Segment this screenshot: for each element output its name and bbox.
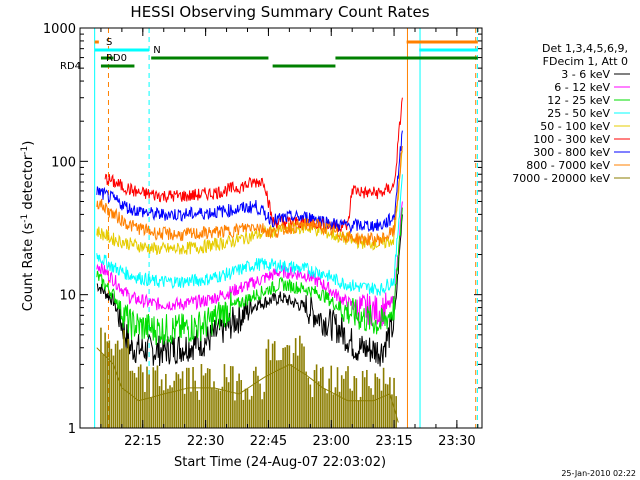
series-line-0 (96, 214, 403, 367)
legend-header-0: Det 1,3,4,5,6,9, (542, 42, 628, 55)
flag-n: N (94, 45, 478, 56)
legend: Det 1,3,4,5,6,9,FDecim 1, Att 03 - 6 keV… (512, 42, 630, 185)
series-3 (96, 174, 403, 296)
legend-header-1: FDecim 1, Att 0 (543, 55, 628, 68)
series-line-3 (96, 174, 403, 296)
series-5 (104, 97, 403, 232)
plot-area: S N RD0 RD4 1 10 100 1000 22:15 22:30 22:45 23:00 23… (43, 22, 483, 449)
series-4 (96, 150, 403, 256)
legend-label-8: 7000 - 20000 keV (512, 172, 610, 185)
y-tick-label-2: 100 (51, 155, 76, 170)
x-tick-label-2: 22:45 (250, 434, 287, 449)
flag-s: S (94, 37, 478, 48)
y-tick-label-1: 10 (59, 289, 76, 304)
series-8-noise (100, 327, 397, 428)
y-axis-label-part1: Count Rate (s (21, 223, 36, 312)
legend-label-6: 300 - 800 keV (533, 146, 610, 159)
y-axis-label-sup1: -1 (20, 214, 30, 223)
y-axis-label: Count Rate (s-1 detector-1) (20, 141, 36, 312)
series-line-2 (96, 207, 403, 346)
series-7 (96, 146, 403, 247)
legend-label-4: 50 - 100 keV (540, 120, 610, 133)
x-tick-label-4: 23:15 (375, 434, 412, 449)
series-line-1 (96, 201, 403, 327)
series-line-4 (96, 150, 403, 256)
x-tick-label-1: 22:30 (187, 434, 224, 449)
footer-timestamp: 25-Jan-2010 02:22 (561, 469, 636, 478)
series-1 (96, 201, 403, 327)
chart-title: HESSI Observing Summary Count Rates (130, 3, 429, 21)
x-tick-label-5: 23:30 (438, 434, 475, 449)
legend-label-5: 100 - 300 keV (533, 133, 610, 146)
legend-label-1: 6 - 12 keV (554, 81, 610, 94)
series-2 (96, 207, 403, 346)
plot-frame (79, 27, 483, 429)
legend-label-3: 25 - 50 keV (547, 107, 610, 120)
y-axis-label-sup2: -1 (20, 146, 30, 155)
series-line-5 (104, 97, 403, 232)
series-line-7 (96, 146, 403, 247)
flag-label-n: N (153, 45, 160, 56)
legend-label-0: 3 - 6 keV (561, 68, 610, 81)
x-tick-label-3: 23:00 (313, 434, 350, 449)
series-6 (96, 130, 403, 234)
y-axis-label-part2: detector (21, 154, 36, 214)
series-0 (96, 214, 403, 367)
flag-label-rd4: RD4 (60, 61, 81, 72)
flag-label-rd0: RD0 (106, 53, 127, 64)
x-axis-label: Start Time (24-Aug-07 22:03:02) (174, 455, 386, 470)
series-line-6 (96, 130, 403, 234)
legend-label-7: 800 - 7000 keV (526, 159, 610, 172)
x-tick-label-0: 22:15 (124, 434, 161, 449)
flag-label-s: S (106, 37, 112, 48)
flag-rd0: RD0 (100, 53, 478, 64)
y-tick-label-0: 1 (68, 422, 76, 437)
legend-label-2: 12 - 25 keV (547, 94, 610, 107)
y-axis-label-part3: ) (21, 141, 36, 146)
flag-rd4: RD4 (60, 61, 336, 72)
y-tick-label-3: 1000 (43, 22, 76, 37)
